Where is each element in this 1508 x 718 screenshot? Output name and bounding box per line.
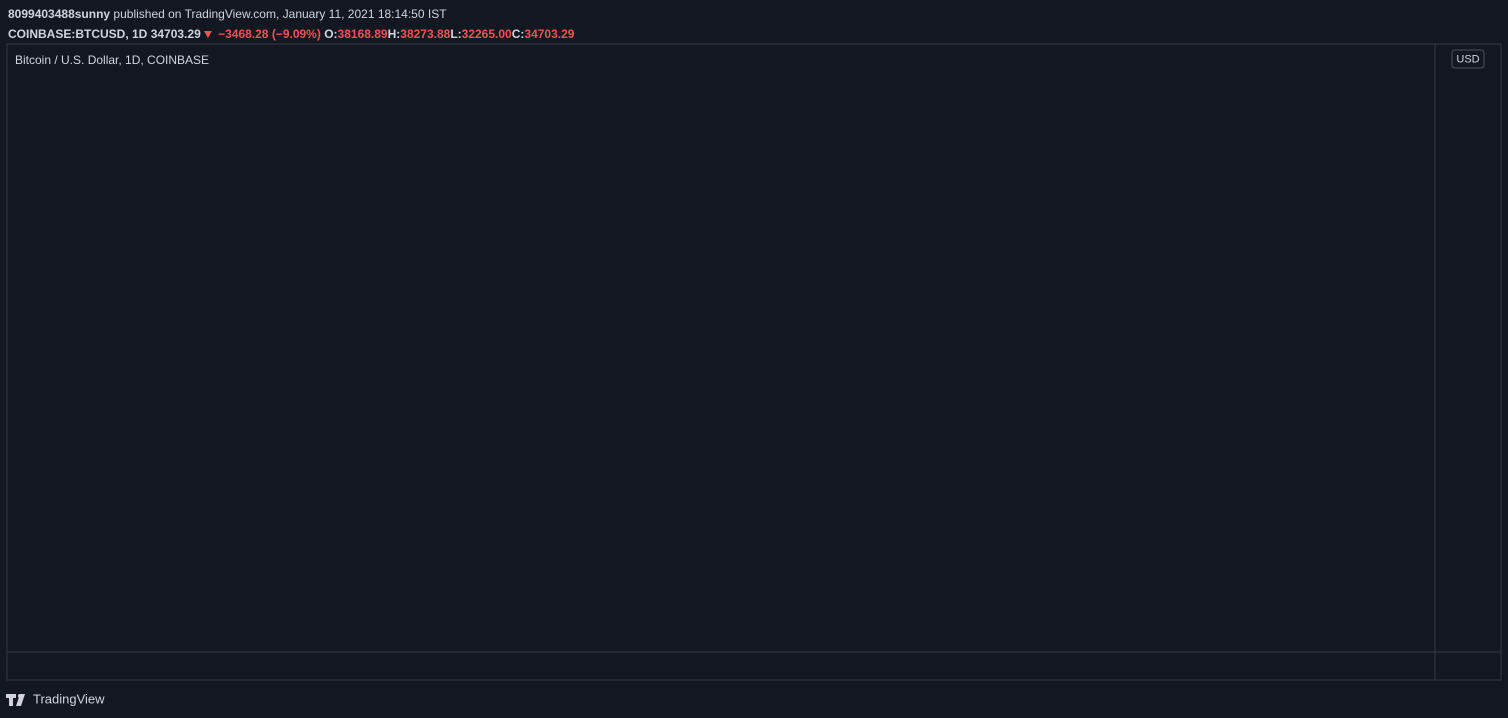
ohlc-label: O:: [324, 27, 338, 41]
logo-shape: [6, 694, 25, 706]
publish-line: 8099403488sunny published on TradingView…: [8, 4, 574, 24]
published: published on TradingView.com, January 11…: [113, 7, 447, 21]
ohlc-label: H:: [387, 27, 401, 41]
logo-dot: [18, 694, 22, 698]
ohlc-label: L:: [450, 27, 462, 41]
down-arrow: [203, 31, 212, 38]
ohlc-value: 32265.00: [461, 27, 512, 41]
down-arrow-shape: [203, 31, 212, 38]
ohlc: O:38168.89H:38273.88L:32265.00C:34703.29: [324, 27, 574, 41]
ohlc-value: 38273.88: [400, 27, 451, 41]
chart-title: Bitcoin / U.S. Dollar, 1D, COINBASE: [15, 53, 209, 67]
price: 34703.29: [150, 27, 201, 41]
ohlc-label: C:: [511, 27, 525, 41]
currency: USD: [1456, 53, 1479, 65]
publisher: 8099403488sunny: [8, 7, 111, 21]
change: −3468.28 (−9.09%): [218, 27, 321, 41]
brand: TradingView: [33, 691, 105, 706]
logo: [6, 694, 25, 706]
ohlc-value: 34703.29: [524, 27, 575, 41]
header: 8099403488sunny published on TradingView…: [8, 4, 574, 44]
ohlc-value: 38168.89: [337, 27, 388, 41]
currency-badge: [1451, 49, 1485, 69]
symbol: COINBASE:BTCUSD, 1D: [8, 27, 148, 41]
symbol-line: COINBASE:BTCUSD, 1D 34703.29 −3468.28 (−…: [8, 24, 574, 44]
frame: [6, 43, 1502, 681]
